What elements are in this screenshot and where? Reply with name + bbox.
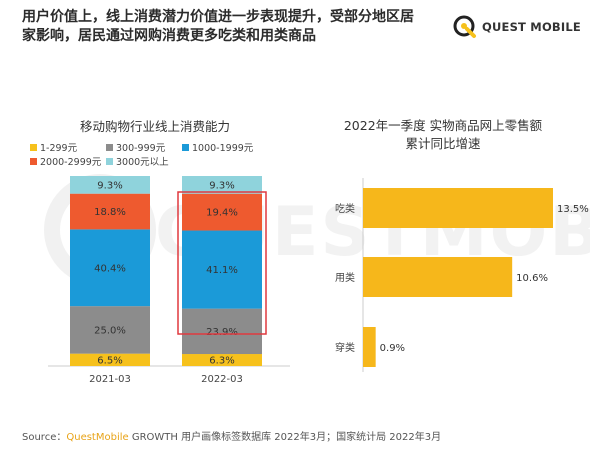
data-label: 23.9% xyxy=(206,327,238,338)
highlight-box xyxy=(177,191,267,335)
legend-swatch xyxy=(182,143,189,151)
bar-segment xyxy=(182,193,262,231)
stacked-bar-chart: 6.5% 25.0% 40.4% 18.8% 9.3% 2021-03 6.3% 23.9% 4… xyxy=(48,176,290,385)
legend-label: 1000-1999元 xyxy=(192,143,254,154)
hbar-chart-subtitle: 累计同比增速 xyxy=(405,136,481,151)
hbar-chart-title-block: 2022年一季度 实物商品网上零售额 累计同比增速 xyxy=(318,117,568,153)
bar-segment xyxy=(182,230,262,309)
y-tick-label: 吃类 xyxy=(335,202,355,215)
source-prefix: Source： xyxy=(22,432,67,443)
x-tick-label: 2021-03 xyxy=(89,374,131,385)
bar-segment xyxy=(70,193,150,230)
horizontal-bar-chart: 吃类 13.5% 用类 10.6% 穿类 0.9% xyxy=(335,178,589,372)
x-tick-label: 2022-03 xyxy=(201,374,243,385)
data-label: 6.5% xyxy=(97,355,122,366)
data-label: 9.3% xyxy=(97,180,122,191)
data-label: 10.6% xyxy=(516,273,548,284)
legend-label: 3000元以上 xyxy=(116,157,169,168)
hbar xyxy=(363,257,513,297)
stacked-chart-legend: 1-299元 300-999元 1000-1999元 2000-2999元 3000元以… xyxy=(30,140,310,170)
bar-segment xyxy=(70,176,150,194)
hbar xyxy=(363,188,553,228)
legend-label: 1-299元 xyxy=(40,143,78,154)
data-label: 25.0% xyxy=(94,325,126,336)
source-text: GROWTH 用户画像标签数据库 2022年3月；国家统计局 2022年3月 xyxy=(128,432,442,443)
logo-text: QUEST MOBILE xyxy=(482,20,581,34)
bar-segment xyxy=(70,306,150,354)
quest-mobile-logo-icon xyxy=(453,15,476,38)
data-label: 6.3% xyxy=(209,356,234,367)
legend-swatch xyxy=(30,157,37,165)
y-tick-label: 用类 xyxy=(335,271,355,284)
legend-swatch xyxy=(106,157,113,165)
page-headline: 用户价值上，线上消费潜力价值进一步表现提升，受部分地区居家影响，居民通过网购消费… xyxy=(22,9,414,44)
data-label: 13.5% xyxy=(557,204,589,215)
y-tick-label: 穿类 xyxy=(335,341,355,354)
source-note: Source：QuestMobile GROWTH 用户画像标签数据库 2022… xyxy=(22,428,441,443)
bar-segment xyxy=(182,308,262,355)
data-label: 0.9% xyxy=(380,343,405,354)
data-label: 41.1% xyxy=(206,265,238,276)
data-label: 40.4% xyxy=(94,263,126,274)
hbar xyxy=(363,327,376,367)
quest-mobile-logo: QUEST MOBILE xyxy=(452,14,581,40)
legend-item: 3000元以上 xyxy=(106,154,169,168)
legend-item: 2000-2999元 xyxy=(30,154,101,168)
bar-segment xyxy=(182,176,262,194)
data-label: 19.4% xyxy=(206,208,238,219)
bar-segment xyxy=(182,354,262,366)
legend-swatch xyxy=(106,143,113,151)
legend-swatch xyxy=(30,143,37,151)
bar-segment xyxy=(70,353,150,366)
data-label: 18.8% xyxy=(94,207,126,218)
hbar-chart-title: 2022年一季度 实物商品网上零售额 xyxy=(343,118,543,133)
bar-segment xyxy=(70,229,150,307)
legend-item: 1-299元 xyxy=(30,140,77,154)
legend-label: 2000-2999元 xyxy=(40,157,102,168)
legend-label: 300-999元 xyxy=(116,143,166,154)
source-brand: QuestMobile xyxy=(66,432,129,443)
legend-item: 1000-1999元 xyxy=(182,140,253,154)
stacked-chart-title: 移动购物行业线上消费能力 xyxy=(79,119,230,134)
data-label: 9.3% xyxy=(209,180,234,191)
legend-item: 300-999元 xyxy=(106,140,165,154)
